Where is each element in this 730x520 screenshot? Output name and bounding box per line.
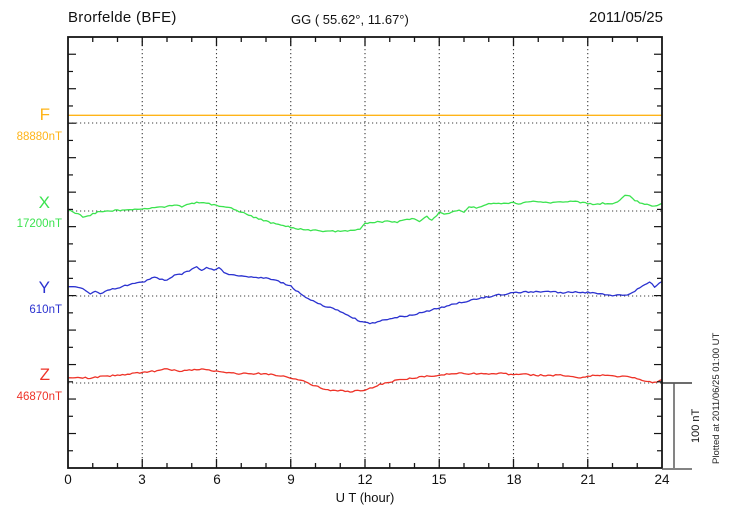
channel-F-label: F — [39, 105, 50, 124]
channel-F-baseline-value: 88880nT — [16, 131, 62, 143]
scale-bar-label: 100 nT — [690, 408, 702, 444]
trace-Z — [68, 368, 663, 393]
x-tick-9: 9 — [287, 472, 295, 487]
x-tick-6: 6 — [213, 472, 221, 487]
channel-Z-baseline-value: 46870nT — [16, 391, 62, 403]
channel-X-baseline-value: 17200nT — [16, 218, 62, 230]
x-tick-18: 18 — [506, 472, 522, 487]
x-tick-24: 24 — [654, 472, 670, 487]
x-tick-21: 21 — [580, 472, 596, 487]
station-name: Brorfelde (BFE) — [68, 9, 177, 26]
geographic-coords: GG ( 55.62°, 11.67°) — [291, 12, 409, 27]
channel-Y-label: Y — [38, 278, 50, 297]
x-tick-0: 0 — [64, 472, 72, 487]
trace-Y — [68, 266, 663, 325]
plot-date: 2011/05/25 — [589, 9, 663, 26]
x-axis-label: U T (hour) — [335, 490, 395, 505]
trace-X — [67, 194, 663, 233]
x-tick-15: 15 — [431, 472, 447, 487]
x-tick-12: 12 — [357, 472, 373, 487]
x-tick-3: 3 — [138, 472, 146, 487]
channel-Y-baseline-value: 610nT — [29, 304, 62, 316]
channel-X-label: X — [38, 193, 50, 212]
channel-Z-label: Z — [39, 365, 50, 384]
plot-timestamp-note: Plotted at 2011/06/25 01:00 UT — [711, 332, 722, 464]
